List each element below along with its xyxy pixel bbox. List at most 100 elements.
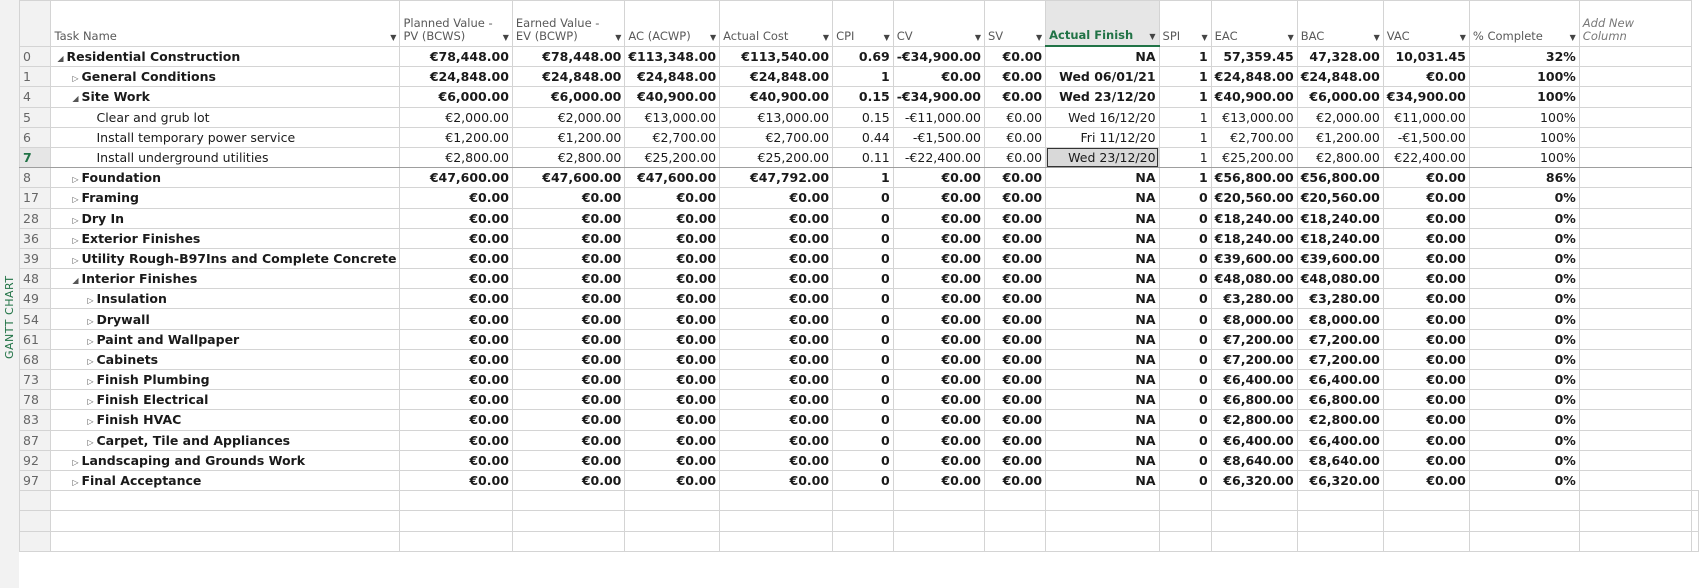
- cpi-cell[interactable]: 1: [832, 167, 894, 189]
- bac-cell[interactable]: €18,240.00: [1296, 207, 1384, 229]
- row-id[interactable]: [18, 510, 52, 532]
- eac-cell[interactable]: €40,900.00: [1210, 86, 1298, 108]
- eac-cell[interactable]: €48,080.00: [1210, 268, 1298, 290]
- actual-cost-cell[interactable]: €0.00: [719, 429, 834, 451]
- add-new-column-cell[interactable]: [1578, 469, 1693, 492]
- triangle-collapsed-icon[interactable]: ▷: [87, 296, 94, 306]
- empty-cell[interactable]: [1045, 510, 1160, 532]
- table-row[interactable]: 73 ▷ Finish Plumbing €0.00 €0.00 €0.00 €0.00 0 €…: [18, 368, 1699, 391]
- ev-cell[interactable]: €0.00: [511, 308, 626, 330]
- spi-cell[interactable]: 0: [1158, 409, 1212, 431]
- ev-cell[interactable]: €0.00: [511, 328, 626, 350]
- task-name-cell[interactable]: ▷ Carpet, Tile and Appliances: [50, 429, 401, 451]
- task-name-cell[interactable]: ▷ Drywall: [50, 308, 401, 330]
- cpi-cell[interactable]: 0: [832, 368, 894, 391]
- empty-cell[interactable]: [1691, 530, 1699, 552]
- ev-cell[interactable]: €0.00: [511, 469, 626, 492]
- pv-cell[interactable]: €47,600.00: [399, 167, 513, 189]
- row-id[interactable]: 83: [18, 409, 52, 431]
- triangle-expanded-icon[interactable]: ◢: [72, 276, 79, 286]
- ev-cell[interactable]: €78,448.00: [511, 45, 626, 68]
- dropdown-arrow-icon[interactable]: ▼: [615, 32, 622, 42]
- row-id[interactable]: 61: [18, 328, 52, 350]
- cpi-cell[interactable]: 0: [832, 449, 894, 471]
- eac-cell[interactable]: €6,800.00: [1210, 389, 1298, 411]
- vac-cell[interactable]: €0.00: [1382, 227, 1470, 249]
- table-row[interactable]: 7 Install underground utilities €2,800.00 €…: [18, 146, 1699, 169]
- cpi-cell[interactable]: 0: [832, 268, 894, 290]
- add-new-column-cell[interactable]: [1578, 288, 1693, 310]
- cv-cell[interactable]: €0.00: [892, 207, 986, 229]
- actual-cost-cell[interactable]: €0.00: [719, 268, 834, 290]
- add-new-column-cell[interactable]: [1578, 449, 1693, 471]
- eac-cell[interactable]: €39,600.00: [1210, 247, 1298, 270]
- cv-cell[interactable]: €0.00: [892, 469, 986, 492]
- pct-cell[interactable]: 0%: [1468, 429, 1580, 451]
- cv-cell[interactable]: -€1,500.00: [892, 126, 986, 148]
- row-id[interactable]: 36: [18, 227, 52, 249]
- column-header-pv[interactable]: Planned Value - PV (BCWS) ▼: [399, 0, 513, 47]
- actual-finish-cell[interactable]: NA: [1045, 328, 1160, 350]
- pv-cell[interactable]: €0.00: [399, 268, 513, 290]
- empty-cell[interactable]: [1691, 490, 1699, 512]
- spi-cell[interactable]: 0: [1158, 348, 1212, 371]
- add-new-column-cell[interactable]: [1578, 207, 1693, 229]
- cv-cell[interactable]: €0.00: [892, 66, 986, 88]
- actual-cost-cell[interactable]: €47,792.00: [719, 167, 834, 189]
- empty-cell[interactable]: [399, 490, 513, 512]
- empty-cell[interactable]: [719, 490, 834, 512]
- sv-cell[interactable]: €0.00: [983, 429, 1047, 451]
- actual-finish-cell[interactable]: Wed 23/12/20: [1045, 86, 1160, 108]
- task-name-cell[interactable]: ▷ Foundation: [50, 167, 401, 189]
- ev-cell[interactable]: €47,600.00: [511, 167, 626, 189]
- pv-cell[interactable]: €0.00: [399, 449, 513, 471]
- cv-cell[interactable]: -€22,400.00: [892, 146, 986, 169]
- task-name-cell[interactable]: Install temporary power service: [50, 126, 401, 148]
- cpi-cell[interactable]: 0.44: [832, 126, 894, 148]
- task-name-cell[interactable]: ▷ Dry In: [50, 207, 401, 229]
- dropdown-arrow-icon[interactable]: ▼: [502, 32, 509, 42]
- empty-cell[interactable]: [983, 510, 1047, 532]
- ac-cell[interactable]: €24,848.00: [624, 66, 721, 88]
- task-name-cell[interactable]: ◢ Interior Finishes: [50, 268, 401, 290]
- ev-cell[interactable]: €2,800.00: [511, 146, 626, 169]
- dropdown-arrow-icon[interactable]: ▼: [1287, 32, 1294, 42]
- empty-cell[interactable]: [892, 490, 986, 512]
- empty-cell[interactable]: [50, 510, 401, 532]
- spi-cell[interactable]: 1: [1158, 126, 1212, 148]
- pv-cell[interactable]: €2,000.00: [399, 106, 513, 128]
- ac-cell[interactable]: €0.00: [624, 247, 721, 270]
- row-id[interactable]: 68: [18, 348, 52, 371]
- cv-cell[interactable]: €0.00: [892, 409, 986, 431]
- pv-cell[interactable]: €0.00: [399, 328, 513, 350]
- actual-finish-cell[interactable]: NA: [1045, 227, 1160, 249]
- pct-cell[interactable]: 100%: [1468, 66, 1580, 88]
- add-new-column-cell[interactable]: [1578, 45, 1693, 68]
- pct-cell[interactable]: 0%: [1468, 288, 1580, 310]
- table-row[interactable]: 49 ▷ Insulation €0.00 €0.00 €0.00 €0.00 0 €0.00 €…: [18, 288, 1699, 310]
- task-name-cell[interactable]: Install underground utilities: [50, 146, 401, 169]
- empty-cell[interactable]: [719, 530, 834, 552]
- empty-cell[interactable]: [511, 510, 626, 532]
- actual-finish-cell[interactable]: NA: [1045, 167, 1160, 189]
- spi-cell[interactable]: 0: [1158, 268, 1212, 290]
- empty-cell[interactable]: [624, 510, 721, 532]
- bac-cell[interactable]: €24,848.00: [1296, 66, 1384, 88]
- triangle-collapsed-icon[interactable]: ▷: [72, 195, 79, 205]
- cpi-cell[interactable]: 0.69: [832, 45, 894, 68]
- actual-cost-cell[interactable]: €25,200.00: [719, 146, 834, 169]
- actual-cost-cell[interactable]: €0.00: [719, 207, 834, 229]
- table-row[interactable]: 48 ◢ Interior Finishes €0.00 €0.00 €0.00 €0.00…: [18, 268, 1699, 290]
- spi-cell[interactable]: 0: [1158, 247, 1212, 270]
- actual-cost-cell[interactable]: €0.00: [719, 348, 834, 371]
- sv-cell[interactable]: €0.00: [983, 86, 1047, 108]
- vac-cell[interactable]: €0.00: [1382, 449, 1470, 471]
- triangle-collapsed-icon[interactable]: ▷: [72, 74, 79, 84]
- ac-cell[interactable]: €0.00: [624, 227, 721, 249]
- table-row[interactable]: 0 ◢ Residential Construction €78,448.00 €78,…: [18, 45, 1699, 68]
- triangle-collapsed-icon[interactable]: ▷: [87, 417, 94, 427]
- sv-cell[interactable]: €0.00: [983, 66, 1047, 88]
- actual-cost-cell[interactable]: €0.00: [719, 328, 834, 350]
- empty-row[interactable]: [18, 490, 1699, 512]
- triangle-collapsed-icon[interactable]: ▷: [87, 377, 94, 387]
